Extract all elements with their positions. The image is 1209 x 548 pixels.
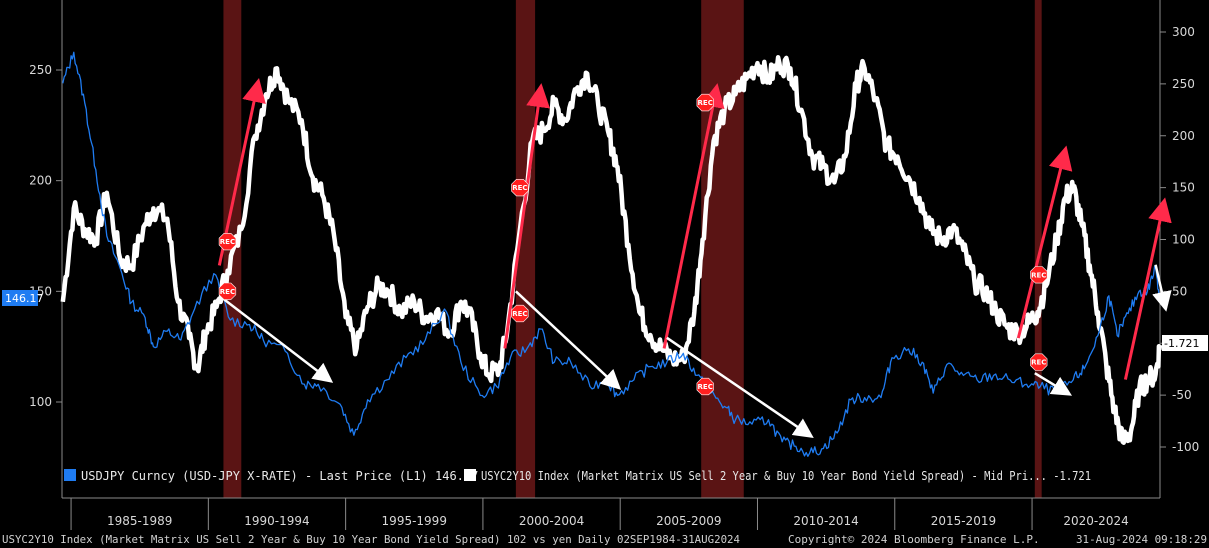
period-labels: 1985-1989 1990-1994 1995-1999 2000-2004 2005…: [70, 498, 1129, 530]
spread-last-tag: [1162, 335, 1208, 351]
right-tick-label: -100: [1172, 440, 1199, 454]
period-label: 2005-2009: [656, 514, 721, 528]
rec-marker-label: REC: [698, 99, 713, 107]
rec-marker-label: REC: [1031, 271, 1046, 279]
left-tick-label: 100: [29, 395, 52, 409]
rec-marker: [218, 282, 237, 300]
legend-swatch-usdjpy: [64, 469, 76, 481]
rec-marker-label: REC: [220, 238, 235, 246]
red-trend-arrow: [1016, 145, 1073, 339]
footer-description: USYC2Y10 Index (Market Matrix US Sell 2 …: [2, 533, 740, 546]
recession-band: [1034, 0, 1042, 498]
footer-timestamp: 31-Aug-2024 09:18:29: [1076, 533, 1207, 546]
right-tick-label: 250: [1172, 77, 1195, 91]
rec-marker: [1030, 353, 1048, 371]
period-label: 1985-1989: [107, 514, 172, 528]
trend-arrows: [217, 78, 1172, 439]
footer: USYC2Y10 Index (Market Matrix US Sell 2 …: [2, 533, 1207, 546]
rec-marker-label: REC: [220, 288, 235, 296]
white-trend-arrow: [1034, 372, 1073, 396]
recession-band: [701, 0, 744, 498]
white-trend-arrow: [218, 294, 334, 383]
period-label: 2020-2024: [1063, 514, 1128, 528]
rec-marker: [218, 233, 237, 251]
period-label: 2010-2014: [793, 514, 858, 528]
right-tick-label: 200: [1172, 129, 1195, 143]
period-label: 1995-1999: [382, 514, 447, 528]
white-trend-arrow: [515, 290, 622, 390]
white-trend-arrow: [1152, 264, 1172, 312]
right-tick-label: -50: [1172, 388, 1192, 402]
footer-copyright: Copyright© 2024 Bloomberg Finance L.P.: [788, 533, 1040, 546]
usdjpy-last-value: 146.17: [5, 292, 44, 305]
red-trend-arrow: [662, 83, 725, 349]
rec-marker-label: REC: [512, 310, 527, 318]
right-tick-label: 300: [1172, 25, 1195, 39]
rec-marker: [696, 93, 714, 112]
spread-last-value: -1.721: [1164, 337, 1199, 350]
rec-marker: [511, 179, 529, 197]
recession-markers: REC REC REC REC REC REC REC REC: [218, 93, 1048, 396]
recession-band: [515, 0, 536, 498]
rec-marker-label: REC: [1031, 359, 1046, 367]
legend-label-spread: USYC2Y10 Index (Market Matrix US Sell 2 …: [481, 469, 1091, 483]
usdjpy-last-tag: [2, 290, 38, 306]
red-trend-arrow: [503, 83, 551, 349]
right-tick-label: 50: [1172, 284, 1187, 298]
legend-label-usdjpy: USDJPY Curncy (USD-JPY X-RATE) - Last Pr…: [81, 469, 478, 483]
white-trend-arrow: [666, 336, 814, 439]
legend-swatch-spread: [464, 469, 476, 481]
rec-marker: [696, 377, 714, 396]
rec-marker: [1030, 266, 1048, 284]
period-label: 1990-1994: [244, 514, 309, 528]
left-tick-label: 250: [29, 63, 52, 77]
spread-series-line: [60, 55, 1163, 445]
left-tick-label: 200: [29, 174, 52, 188]
legend: USDJPY Curncy (USD-JPY X-RATE) - Last Pr…: [64, 469, 1091, 483]
period-label: 2015-2019: [931, 514, 996, 528]
usdjpy-series-line: [62, 51, 1161, 457]
rec-marker: [511, 304, 529, 323]
period-label: 2000-2004: [519, 514, 584, 528]
red-trend-arrow: [1123, 197, 1172, 380]
rec-marker-label: REC: [512, 184, 527, 192]
right-tick-label: 100: [1172, 233, 1195, 247]
last-value-tags: 146.17 -1.721: [2, 290, 1208, 351]
series-lines: [60, 51, 1163, 457]
rec-marker-label: REC: [698, 383, 713, 391]
axes: [61, 0, 1161, 499]
right-tick-label: 150: [1172, 181, 1195, 195]
